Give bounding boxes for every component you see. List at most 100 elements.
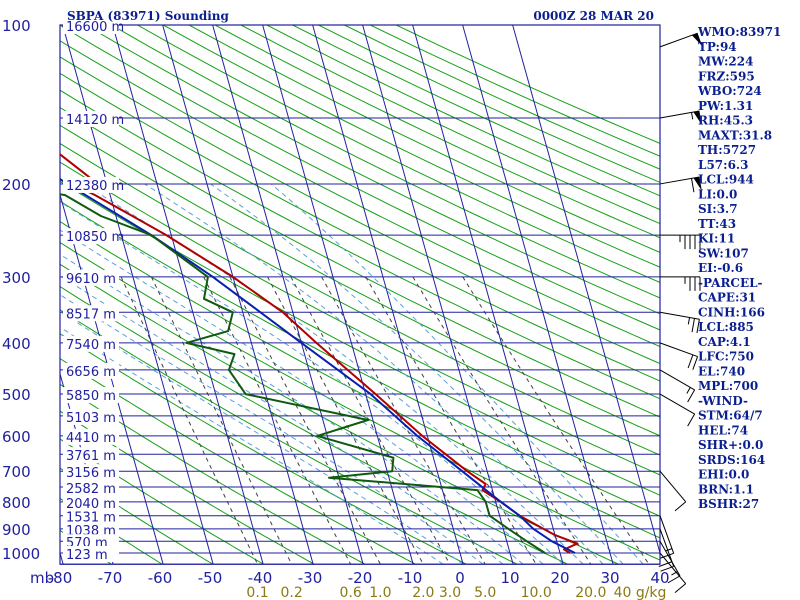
index-value: HEL:74 [698,423,748,437]
dry-adiabat [85,25,660,315]
height-label: 5850 m [66,389,116,404]
temperature-tick-label: -80 [48,569,73,587]
height-label-bg [63,362,119,379]
moist-adiabat [60,326,444,565]
height-label-bg [63,464,119,481]
dry-adiabat [60,333,467,565]
wind-barb-full [687,413,696,427]
moist-adiabat [60,229,544,565]
dry-adiabat [60,40,660,348]
wind-barb-staff [659,369,695,391]
wind-barb-full [696,319,700,334]
height-label: 6656 m [66,365,116,380]
mixing-ratio-line [321,276,486,565]
index-value: KI:11 [698,232,735,246]
pressure-tick-label: 600 [2,428,31,446]
station-title: SBPA (83971) Sounding [67,9,230,23]
index-value: WMO:83971 [697,25,781,39]
mixing-ratio-line [150,276,293,565]
height-label-bg [63,546,119,562]
dry-adiabat [60,89,660,400]
wind-barb-staff [659,470,687,503]
index-value: CAP:4.1 [698,335,751,349]
wind-barb-full [658,561,673,567]
dry-adiabat [60,161,660,476]
isotherm [362,25,514,565]
mixing-ratio-line [203,276,352,565]
indices-panel: WMO:83971TP:94MW:224FRZ:595WBO:724PW:1.3… [697,25,781,511]
wind-barb-half [665,548,673,552]
isotherm [462,25,614,565]
index-value: EI:-0.6 [698,261,743,275]
mixing-ratio-label: 10.0 [521,585,552,600]
height-label-bg [63,521,119,538]
height-label-bg [63,494,119,511]
index-value: BSHR:27 [698,497,759,511]
wind-barb-staff [659,110,700,119]
height-label: 12380 m [66,179,124,194]
mixing-ratio-label: 0.6 [340,585,362,600]
pressure-tick-label: 200 [2,176,31,194]
index-value: LCL:944 [698,173,754,187]
mixing-ratio-line [267,276,424,565]
index-value: WBO:724 [697,84,762,98]
height-label: 2040 m [66,497,116,512]
index-value: TH:5727 [698,143,756,157]
height-label: 16600 m [66,20,124,35]
height-label: 3156 m [66,466,116,481]
height-label: 7540 m [66,338,116,353]
index-value: TT:43 [698,217,736,231]
dry-adiabat [60,200,660,517]
height-label-bg [63,18,119,34]
sounding-time: 0000Z 28 MAR 20 [533,9,654,23]
mixing-ratio-label: 5.0 [474,585,496,600]
index-value: MPL:700 [698,379,758,393]
isotherm [512,25,660,555]
grid-lines [59,24,661,565]
dry-adiabat [60,357,416,565]
dry-adiabat [60,25,660,331]
dry-adiabat [60,106,660,418]
index-value: MAXT:31.8 [698,128,772,142]
height-label-bg [63,110,119,127]
index-value: EL:740 [698,364,745,378]
temperature-tick-label: -20 [348,569,373,587]
dry-adiabat [111,25,660,299]
mixing-ratio-line [120,276,259,565]
wind-barb-flag [693,176,702,191]
index-value: MW:224 [698,55,753,69]
wind-barbs [658,32,703,594]
dry-adiabat [188,25,660,253]
pressure-tick-label: 400 [2,335,31,353]
wind-barb-staff [659,540,681,577]
mixing-ratio-label: 20.0 [575,585,606,600]
wind-barb-half [691,112,694,120]
index-value: LCL:885 [698,320,754,334]
index-value: FRZ:595 [698,69,755,83]
wind-barb-full [667,575,681,584]
pressure-tick-label: 1000 [2,545,40,563]
index-value: LFC:750 [698,350,754,364]
index-value: CAPE:31 [698,291,756,305]
dry-adiabat [163,25,660,268]
wind-barb-full [687,354,694,369]
index-value: STM:64/7 [698,409,763,423]
isotherm [262,25,414,565]
temperature-tick-label: -40 [248,569,273,587]
mixing-ratio-label: 3.0 [439,585,461,600]
temperature-tick-label: -50 [198,569,223,587]
wind-barb-half [687,317,691,325]
wind-barb-full [674,583,687,594]
isotherm [412,25,564,565]
index-value: SHR+:0.0 [698,438,763,452]
mixing-ratio-label: 40 g/kg [614,585,667,600]
height-label: 10850 m [66,230,124,245]
dry-adiabat [60,467,214,565]
height-label: 3761 m [66,449,116,464]
dry-adiabat [60,285,568,565]
dry-adiabat [60,124,660,437]
mixing-ratio-label: 0.1 [246,585,268,600]
wind-barb-full [687,389,696,403]
dry-adiabat [60,383,366,565]
